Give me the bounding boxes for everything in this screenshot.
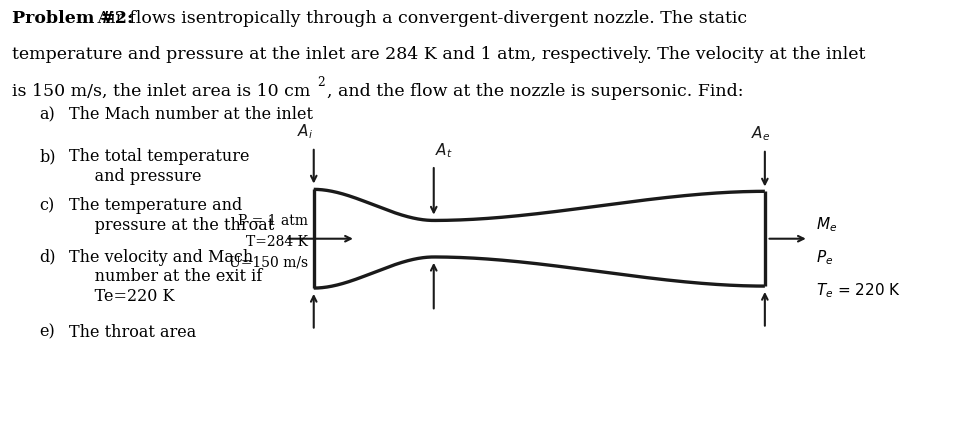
Text: 2: 2 xyxy=(318,76,326,89)
Text: Air flows isentropically through a convergent-divergent nozzle. The static: Air flows isentropically through a conve… xyxy=(93,10,747,26)
Text: The velocity and Mach
     number at the exit if
     Te=220 K: The velocity and Mach number at the exit… xyxy=(69,248,262,304)
Text: e): e) xyxy=(40,323,55,340)
Text: The throat area: The throat area xyxy=(69,323,197,340)
Text: a): a) xyxy=(40,106,55,123)
Text: $A_e$: $A_e$ xyxy=(751,124,770,143)
Text: b): b) xyxy=(40,148,56,164)
Text: is 150 m/s, the inlet area is 10 cm: is 150 m/s, the inlet area is 10 cm xyxy=(12,82,309,99)
Text: $P_e$: $P_e$ xyxy=(816,247,833,266)
Text: The temperature and
     pressure at the throat: The temperature and pressure at the thro… xyxy=(69,197,275,233)
Text: $A_i$: $A_i$ xyxy=(297,122,313,141)
Text: Problem #2:: Problem #2: xyxy=(12,10,133,26)
Text: , and the flow at the nozzle is supersonic. Find:: , and the flow at the nozzle is superson… xyxy=(327,82,743,99)
Text: temperature and pressure at the inlet are 284 K and 1 atm, respectively. The vel: temperature and pressure at the inlet ar… xyxy=(12,46,865,63)
Text: c): c) xyxy=(40,197,55,214)
Text: d): d) xyxy=(40,248,56,265)
Text: $T_e$ = 220 K: $T_e$ = 220 K xyxy=(816,281,900,300)
Text: The total temperature
     and pressure: The total temperature and pressure xyxy=(69,148,250,184)
Text: P = 1 atm
T=284 K
U=150 m/s: P = 1 atm T=284 K U=150 m/s xyxy=(229,214,308,269)
Text: The Mach number at the inlet: The Mach number at the inlet xyxy=(69,106,313,123)
Text: $M_e$: $M_e$ xyxy=(816,215,837,234)
Text: $A_t$: $A_t$ xyxy=(436,141,453,160)
